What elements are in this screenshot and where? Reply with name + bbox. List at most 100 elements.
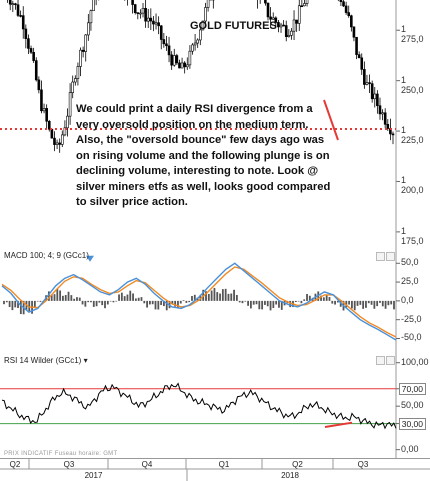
candle-body [381,112,384,115]
macd-histogram-bar [205,291,207,301]
candle-body [136,12,140,14]
panel-settings-icon[interactable] [376,252,385,261]
macd-histogram-bar [67,291,70,301]
macd-histogram-bar [84,300,87,307]
candle-body [21,15,25,30]
candle-body [183,62,186,68]
candle-body [152,20,155,25]
dropdown-arrow-icon[interactable]: ▾ [83,356,88,365]
macd-histogram-bar [47,291,50,301]
macd-histogram-bar [221,289,224,301]
candle-body [303,3,306,7]
macd-histogram-bar [331,300,334,304]
peak-marker-icon [86,255,94,262]
candle-body [66,115,69,129]
macd-histogram-bar [39,300,42,302]
quarter-label: Q2 [292,460,303,469]
candle-body [42,108,46,112]
macd-histogram-bar [300,300,303,304]
macd-histogram-bar [255,300,258,305]
candle-body [188,50,192,66]
macd-histogram-bar [216,292,219,301]
macd-histogram-bar [92,300,95,307]
y-tick-label: 100,00 [401,356,429,367]
candle-body [357,54,361,59]
macd-histogram-bar [132,293,134,301]
macd-histogram-bar [393,300,395,310]
macd-histogram-bar [379,300,381,303]
macd-histogram-bar [70,295,73,301]
macd-histogram-bar [213,288,216,301]
price-chart [0,0,400,246]
macd-histogram-bar [8,300,11,308]
panel-settings-icon[interactable] [376,356,385,365]
macd-histogram-bar [384,300,387,309]
macd-histogram-bar [157,300,160,310]
candle-body [81,49,85,52]
rsi-chart [0,350,400,458]
candle-body [282,24,285,27]
macd-histogram-bar [146,300,148,308]
macd-histogram-bar [185,300,188,303]
candle-body [360,57,364,70]
candle-body [53,137,56,145]
macd-histogram-bar [207,293,210,301]
candle-body [300,5,304,8]
macd-chart [1,246,400,350]
panel-close-icon[interactable] [386,356,395,365]
quarter-label: Q4 [141,460,153,469]
candle-body [162,39,166,45]
macd-histogram-bar [193,294,196,301]
macd-histogram-bar [373,300,376,309]
macd-histogram-bar [154,300,157,310]
candle-body [305,0,309,4]
macd-histogram-bar [275,300,278,305]
panel-close-icon[interactable] [386,252,395,261]
macd-histogram-bar [36,300,39,302]
macd-histogram-bar [272,300,275,308]
candle-body [204,7,207,22]
macd-histogram-bar [306,293,308,301]
candle-body [172,55,176,66]
macd-histogram-bar [56,288,59,301]
candle-body [266,2,270,18]
candle-body [284,25,288,37]
candle-body [295,19,298,24]
y-tick-label: -25,0 [401,313,422,324]
candle-body [154,22,158,25]
macd-histogram-bar [235,294,238,301]
macd-histogram-bar [210,290,213,301]
macd-histogram-bar [390,300,393,305]
candle-body [350,15,353,28]
candle-body [368,82,371,84]
macd-histogram-bar [353,300,356,311]
time-axis: Q2 Q3 Q4 Q1 Q2 Q3 2017 2018 [0,458,430,481]
macd-label: MACD 100; 4; 9 (GCc1) [4,251,89,260]
candle-body [74,78,77,83]
candle-body [8,0,12,5]
macd-histogram-bar [325,294,328,301]
macd-histogram-bar [238,300,241,303]
macd-histogram-bar [230,293,233,301]
macd-histogram-bar [320,295,322,301]
macd-histogram-bar [120,292,123,301]
macd-histogram-bar [334,300,336,305]
candle-body [347,12,351,17]
macd-histogram-bar [140,297,143,301]
macd-panel: MACD 100; 4; 9 (GCc1) 50,0 25,0 0,0 -25,0 -5… [0,246,430,351]
macd-histogram-bar [336,300,339,303]
candle-body [206,0,210,8]
quarter-label: Q1 [218,460,230,469]
candle-body [79,49,82,67]
candle-body [378,105,382,115]
macd-histogram-bar [244,300,247,302]
candle-body [89,10,93,24]
candle-body [279,24,283,28]
macd-histogram-bar [227,293,230,301]
macd-line [1,262,397,341]
candle-body [201,20,205,31]
candle-body [32,52,35,61]
macd-histogram-bar [348,300,351,305]
macd-histogram-bar [123,296,126,301]
candle-body [34,60,38,81]
